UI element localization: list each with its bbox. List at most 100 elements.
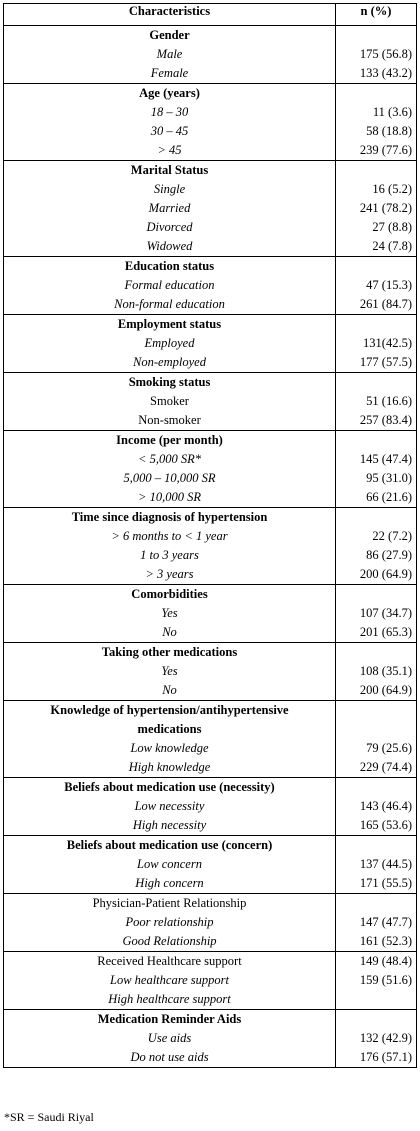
footnote: *SR = Saudi Riyal	[4, 1110, 94, 1124]
category-label: 30 – 45	[150, 124, 189, 138]
group-value-cell: 149 (48.4) 159 (51.6)	[335, 951, 417, 1010]
category-label: < 5,000 SR*	[138, 452, 201, 466]
category-label: High knowledge	[128, 760, 211, 774]
category-value: 132 (42.9)	[359, 1031, 412, 1045]
group-row: Knowledge of hypertension/antihypertensi…	[3, 700, 417, 778]
category-label: Single	[153, 182, 186, 196]
category-label: Poor relationship	[125, 915, 214, 929]
spacer	[340, 26, 412, 45]
group-title: Beliefs about medication use (necessity)	[64, 780, 275, 794]
category-label: Smoker	[150, 394, 189, 408]
category-value: 131(42.5)	[363, 336, 412, 350]
category-value: 176 (57.1)	[359, 1050, 412, 1064]
category-label: 18 – 30	[150, 105, 189, 119]
group-row: Age (years) 18 – 30 30 – 45 > 45 11 (3.6) 58 …	[3, 83, 417, 161]
category-value: 261 (84.7)	[359, 297, 412, 311]
category-value: 95 (31.0)	[366, 471, 412, 485]
category-value: 108 (35.1)	[359, 664, 412, 678]
group-label-cell: Knowledge of hypertension/antihypertensi…	[3, 700, 336, 778]
group-row: Marital Status Single Married Divorced Widow…	[3, 160, 417, 257]
header-row: Characteristics n (%)	[3, 3, 417, 26]
category-value: 161 (52.3)	[359, 934, 412, 948]
group-label-cell: Employment status Employed Non-employed	[3, 314, 336, 373]
category-value: 107 (34.7)	[359, 606, 412, 620]
spacer	[340, 161, 412, 180]
category-value: 27 (8.8)	[372, 220, 412, 234]
group-label-cell: Age (years) 18 – 30 30 – 45 > 45	[3, 83, 336, 161]
group-label-cell: Physician-Patient Relationship Poor relat…	[3, 893, 336, 952]
group-title: Comorbidities	[131, 587, 208, 601]
spacer	[340, 778, 412, 797]
spacer	[340, 431, 412, 450]
group-title-cont: medications	[137, 722, 202, 736]
category-label: No	[162, 683, 177, 697]
group-label-cell: Income (per month) < 5,000 SR* 5,000 – 10,…	[3, 430, 336, 508]
group-row: Medication Reminder Aids Use aids Do not u…	[3, 1009, 417, 1068]
group-label-cell: Gender Male Female	[3, 25, 336, 84]
category-label: Non-smoker	[138, 413, 201, 427]
category-label: Divorced	[146, 220, 193, 234]
group-value-cell: 47 (15.3) 261 (84.7)	[335, 256, 417, 315]
group-label-cell: Comorbidities Yes No	[3, 584, 336, 643]
category-value: 229 (74.4)	[359, 760, 412, 774]
category-label: Low necessity	[134, 799, 205, 813]
category-value: 165 (53.6)	[359, 818, 412, 832]
group-value-cell: 137 (44.5) 171 (55.5)	[335, 835, 417, 894]
group-value-cell: 79 (25.6) 229 (74.4)	[335, 700, 417, 778]
group-title: Smoking status	[128, 375, 211, 389]
group-title: Medication Reminder Aids	[97, 1012, 242, 1026]
group-value-cell: 16 (5.2) 241 (78.2) 27 (8.8) 24 (7.8)	[335, 160, 417, 257]
category-value: 51 (16.6)	[366, 394, 412, 408]
spacer	[340, 585, 412, 604]
group-title: Marital Status	[130, 163, 209, 177]
category-label: Use aids	[147, 1031, 192, 1045]
group-title: Age (years)	[139, 86, 200, 100]
group-value-cell: 108 (35.1) 200 (64.9)	[335, 642, 417, 701]
category-label: High necessity	[132, 818, 207, 832]
group-value-cell: 22 (7.2) 86 (27.9) 200 (64.9)	[335, 507, 417, 585]
category-label: > 6 months to < 1 year	[111, 529, 228, 543]
category-value: 241 (78.2)	[359, 201, 412, 215]
category-value: 86 (27.9)	[366, 548, 412, 562]
group-label-cell: Beliefs about medication use (necessity)…	[3, 777, 336, 836]
category-label: Low healthcare support	[110, 973, 229, 987]
group-title: Beliefs about medication use (concern)	[66, 838, 273, 852]
category-label: Do not use aids	[130, 1050, 209, 1064]
group-title: Received Healthcare support	[97, 954, 242, 968]
group-title: Income (per month)	[116, 433, 223, 447]
category-label: Female	[150, 66, 189, 80]
category-value: 159 (51.6)	[359, 973, 412, 987]
category-label: > 45	[157, 143, 182, 157]
group-title: Employment status	[117, 317, 222, 331]
group-value-cell: 131(42.5) 177 (57.5)	[335, 314, 417, 373]
spacer	[340, 1010, 412, 1029]
spacer	[340, 508, 412, 527]
group-title: Education status	[124, 259, 215, 273]
group-title: Taking other medications	[101, 645, 238, 659]
spacer	[340, 315, 412, 334]
category-label: Formal education	[124, 278, 215, 292]
category-value: 66 (21.6)	[366, 490, 412, 504]
category-value: 239 (77.6)	[359, 143, 412, 157]
category-value: 201 (65.3)	[359, 625, 412, 639]
category-value: 143 (46.4)	[359, 799, 412, 813]
category-value: 24 (7.8)	[372, 239, 412, 253]
category-value: 133 (43.2)	[359, 66, 412, 80]
group-row: Received Healthcare support Low healthcar…	[3, 951, 417, 1010]
spacer	[340, 836, 412, 855]
group-title: Physician-Patient Relationship	[92, 896, 247, 910]
group-row: Employment status Employed Non-employed 131…	[3, 314, 417, 373]
spacer	[340, 373, 412, 392]
category-value: 58 (18.8)	[366, 124, 412, 138]
category-value: 22 (7.2)	[372, 529, 412, 543]
category-label: Employed	[144, 336, 195, 350]
category-label: > 10,000 SR	[138, 490, 201, 504]
category-label: Non-employed	[133, 355, 206, 369]
group-value-cell: 175 (56.8) 133 (43.2)	[335, 25, 417, 84]
group-row: Beliefs about medication use (necessity)…	[3, 777, 417, 836]
spacer	[340, 257, 412, 276]
group-value-cell: 143 (46.4) 165 (53.6)	[335, 777, 417, 836]
category-label: Widowed	[146, 239, 193, 253]
group-row: Income (per month) < 5,000 SR* 5,000 – 10,…	[3, 430, 417, 508]
category-value: 147 (47.7)	[359, 915, 412, 929]
